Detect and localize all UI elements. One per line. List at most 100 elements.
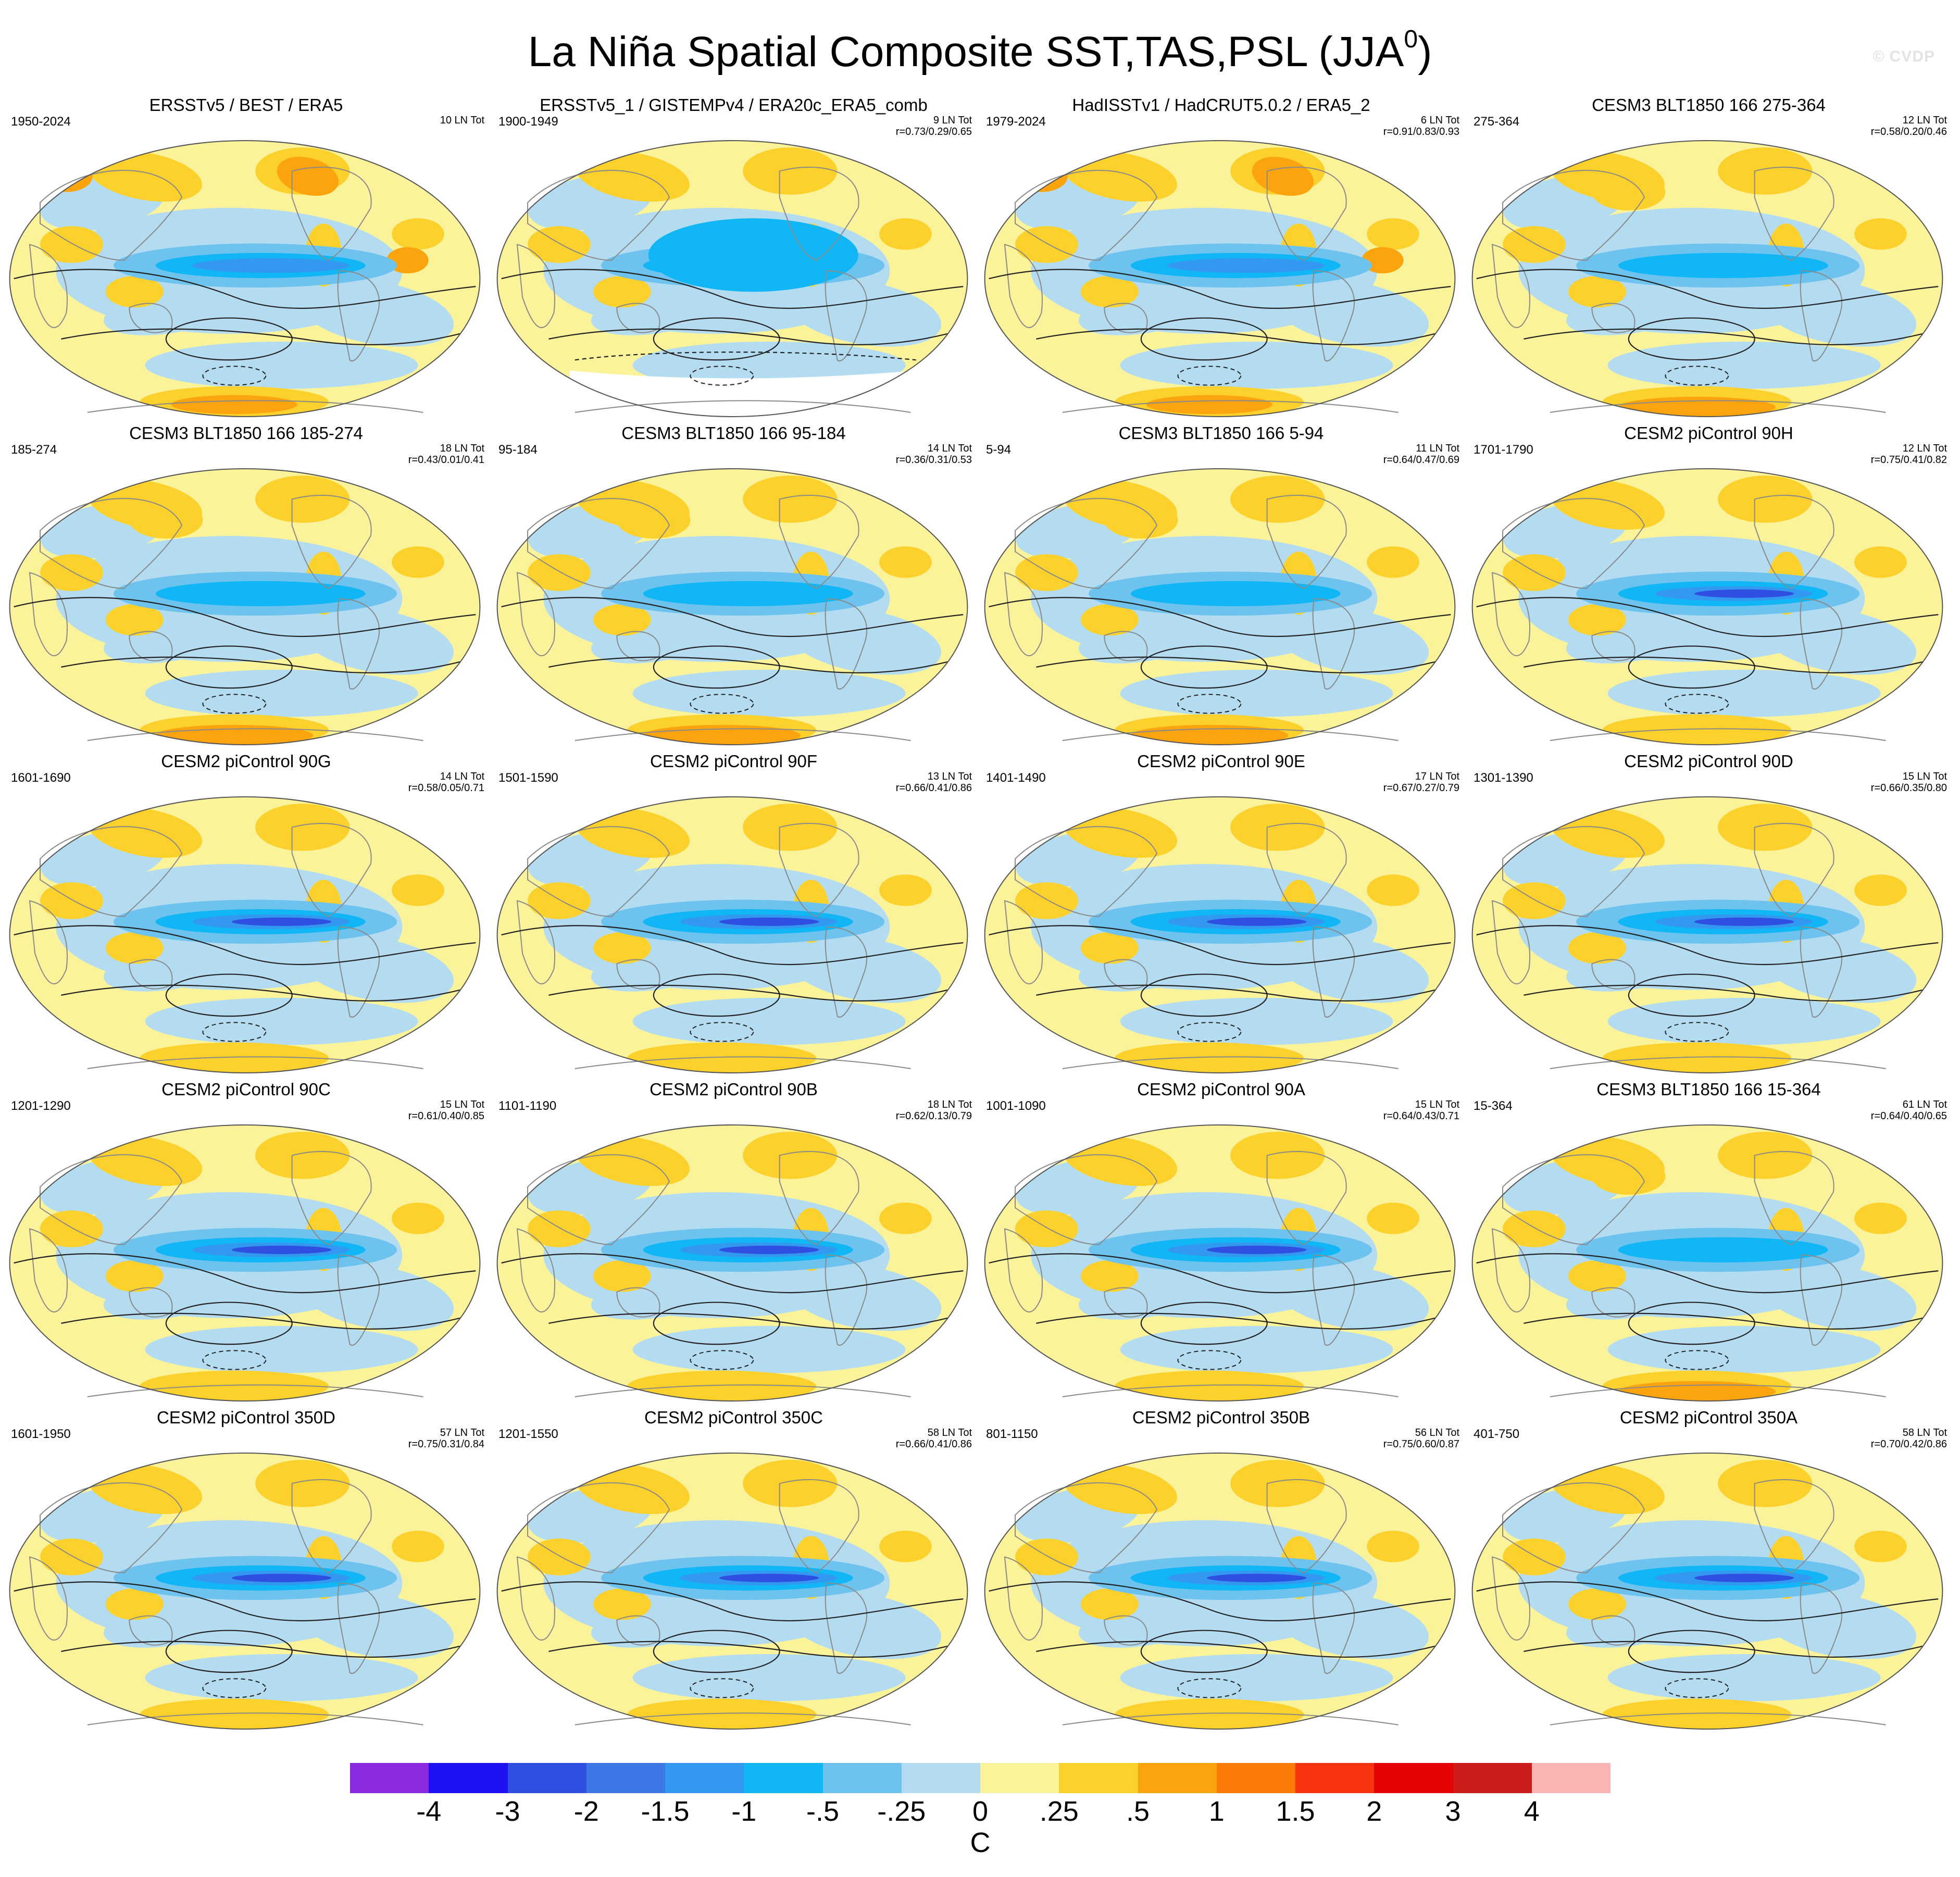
psl-contours — [501, 269, 964, 386]
colorbar-swatch — [507, 1763, 586, 1793]
warm-anomaly-region — [40, 1210, 103, 1247]
north-america-coastline — [1266, 823, 1347, 917]
cool-anomaly-region — [785, 935, 942, 1003]
panel-event-count: 15 LN Tot — [1415, 1099, 1459, 1110]
warm-anomaly-region — [528, 1210, 591, 1247]
panel-title: CESM2 piControl 90A — [1137, 1080, 1305, 1099]
psl-contour-high — [165, 973, 293, 1017]
panel-period: 401-750 — [1474, 1427, 1520, 1441]
cold-tongue-middle — [155, 581, 366, 606]
colorbar-tick-label: -.5 — [806, 1796, 840, 1827]
warm-anomaly-region — [392, 874, 444, 906]
map-panel: CESM3 BLT1850 166 5-94 5-94 11 LN Tot r=0.6… — [978, 423, 1465, 751]
warm-anomaly-region — [1230, 1460, 1325, 1507]
panel-period: 1601-1950 — [11, 1427, 71, 1441]
north-america-coastline — [291, 1479, 372, 1573]
psl-contour-negative — [690, 366, 754, 386]
panel-title: ERSSTv5_1 / GISTEMPv4 / ERA20c_ERA5_comb — [540, 95, 928, 115]
antarctica-coastline — [1550, 1056, 1886, 1069]
colorbar-swatch — [980, 1763, 1059, 1793]
antarctica-coastline — [1062, 400, 1399, 413]
map-panel: CESM3 BLT1850 166 95-184 95-184 14 LN Tot r… — [490, 423, 977, 751]
panel-event-count: 14 LN Tot — [440, 771, 484, 782]
strong-warm-anomaly — [1146, 395, 1272, 414]
warm-anomaly-region — [528, 1538, 591, 1575]
map-border — [984, 140, 1456, 417]
north-america-coastline — [1266, 495, 1347, 589]
colorbar-tick-label: 1.5 — [1276, 1796, 1315, 1827]
map-panel: CESM2 piControl 90F 1501-1590 13 LN Tot r=0… — [490, 751, 977, 1079]
coastlines — [29, 167, 423, 413]
panel-period: 801-1150 — [986, 1427, 1038, 1441]
cold-tongue-core — [1206, 1573, 1307, 1582]
cool-anomaly-region — [145, 341, 418, 389]
anomaly-field — [40, 147, 454, 417]
panel-stats: 18 LN Tot r=0.43/0.01/0.41 — [408, 443, 484, 466]
colorbar-tick-label: .25 — [1039, 1796, 1079, 1827]
anomaly-field — [1015, 1132, 1429, 1401]
africa-coastline — [1004, 1556, 1043, 1641]
panel-pattern-correlation: r=0.62/0.13/0.79 — [895, 1110, 972, 1122]
warm-anomaly-region — [255, 804, 350, 851]
colorbar-tick-label: -.25 — [877, 1796, 926, 1827]
psl-contour-positive — [501, 925, 964, 966]
panel-event-count: 57 LN Tot — [440, 1427, 484, 1438]
map-panel: CESM2 piControl 350A 401-750 58 LN Tot r=0.… — [1465, 1407, 1952, 1735]
warm-anomaly-region — [1592, 173, 1666, 211]
cool-anomaly-region — [1120, 341, 1393, 389]
psl-contours — [1476, 1581, 1939, 1698]
anomaly-field — [40, 1460, 454, 1729]
africa-coastline — [516, 244, 555, 329]
map-panel: CESM2 piControl 90G 1601-1690 14 LN Tot r=0… — [3, 751, 490, 1079]
colorbar-swatch — [901, 1763, 980, 1793]
warm-anomaly-region — [1230, 475, 1325, 523]
panel-pattern-correlation: r=0.36/0.31/0.53 — [895, 454, 972, 466]
map-panel: CESM2 piControl 90D 1301-1390 15 LN Tot r=0… — [1465, 751, 1952, 1079]
africa-coastline — [1491, 572, 1530, 657]
panel-pattern-correlation: r=0.66/0.41/0.86 — [895, 1438, 972, 1450]
panel-pattern-correlation: r=0.58/0.20/0.46 — [1870, 126, 1947, 137]
warm-anomaly-region — [743, 1132, 838, 1179]
psl-contour-positive — [501, 269, 964, 309]
colorbar-swatch — [586, 1763, 665, 1793]
panel-title: CESM2 piControl 350D — [157, 1408, 335, 1427]
panel-event-count: 6 LN Tot — [1420, 115, 1459, 126]
eurasia-coastline — [527, 1482, 670, 1573]
warm-anomaly-region — [1367, 874, 1419, 906]
north-america-coastline — [1754, 167, 1834, 261]
panel-title: CESM3 BLT1850 166 185-274 — [129, 423, 363, 443]
warm-anomaly-region — [1718, 147, 1813, 195]
antarctica-coastline — [87, 1384, 423, 1397]
panel-stats: 58 LN Tot r=0.70/0.42/0.86 — [1871, 1427, 1947, 1450]
south-america-coastline — [1800, 270, 1843, 361]
warm-anomaly-region — [140, 1698, 329, 1729]
anomaly-field — [528, 1132, 942, 1401]
cool-anomaly-region — [1761, 279, 1917, 347]
warm-anomaly-region — [1602, 1698, 1792, 1729]
psl-contours — [14, 1253, 476, 1370]
warm-anomaly-region — [1568, 932, 1626, 964]
north-america-coastline — [1266, 1151, 1347, 1245]
warm-anomaly-region — [743, 804, 838, 851]
psl-contours — [989, 269, 1451, 386]
cold-tongue-core — [1206, 917, 1307, 926]
warm-anomaly-region — [528, 882, 591, 919]
panel-pattern-correlation: r=0.64/0.47/0.69 — [1383, 454, 1459, 466]
colorbar-swatch — [350, 1763, 429, 1793]
warm-anomaly-region — [1503, 226, 1566, 263]
colorbar-swatch — [1453, 1763, 1532, 1793]
warm-anomaly-region — [392, 1531, 444, 1562]
global-map — [9, 140, 481, 417]
psl-contour-high — [165, 645, 293, 689]
panel-title: CESM3 BLT1850 166 5-94 — [1118, 423, 1324, 443]
africa-coastline — [516, 1228, 555, 1313]
panel-pattern-correlation: r=0.61/0.40/0.85 — [408, 1110, 484, 1122]
psl-contours — [14, 269, 476, 386]
cool-anomaly-region — [145, 1654, 418, 1701]
panel-title: CESM2 piControl 350B — [1132, 1408, 1310, 1427]
cool-anomaly-region — [1761, 935, 1917, 1003]
psl-contour-positive — [989, 597, 1451, 637]
psl-contour-positive — [14, 1581, 476, 1622]
strong-warm-anomaly — [386, 247, 429, 273]
eurasia-coastline — [1502, 1154, 1645, 1245]
